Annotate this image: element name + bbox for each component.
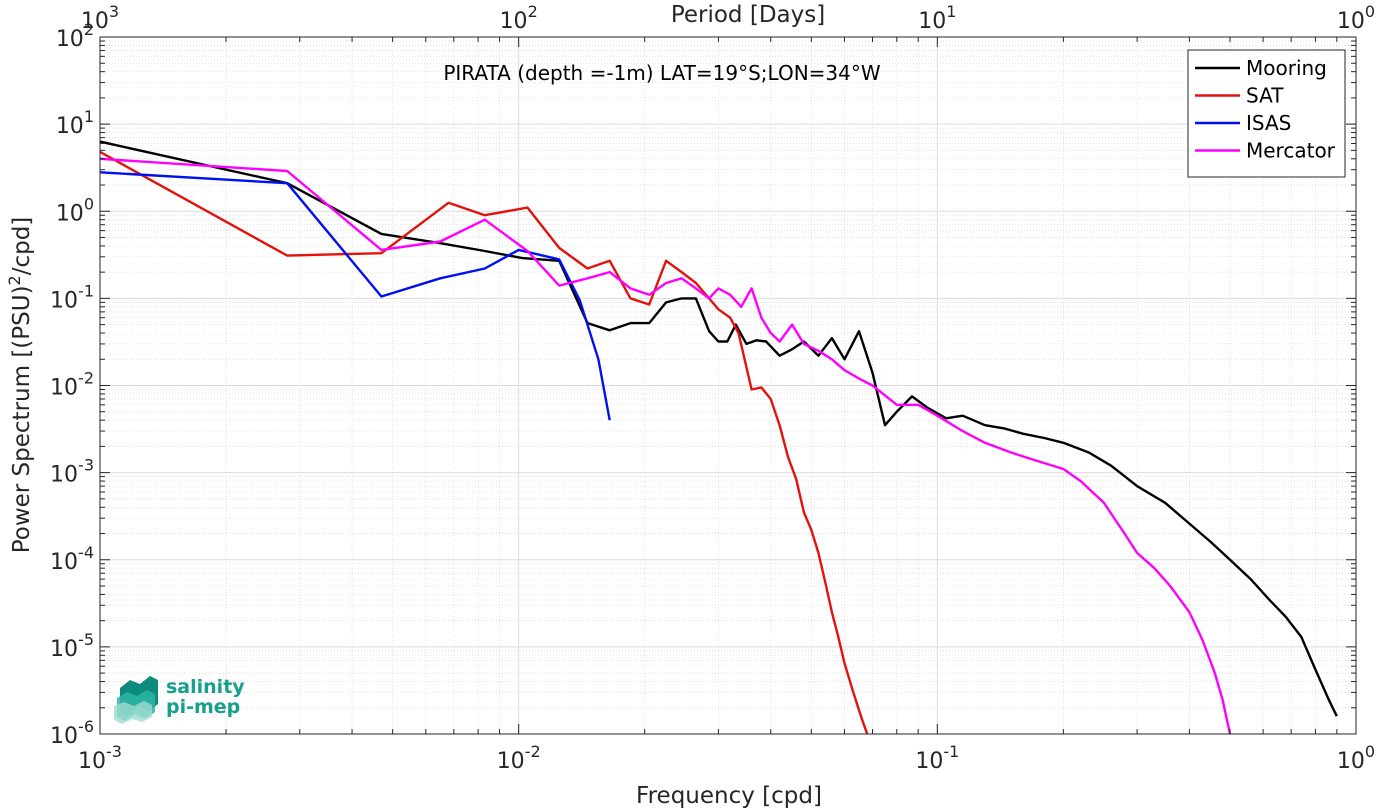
top-tick-label: 101: [918, 2, 956, 34]
legend: Mooring SAT ISAS Mercator: [1187, 49, 1346, 178]
salinity-pi-mep-logo: salinity pi-mep: [114, 676, 245, 724]
logo-mark-icon: [114, 676, 158, 724]
legend-label: SAT: [1246, 84, 1284, 108]
x-tick-label: 100: [1337, 742, 1375, 774]
top-tick-label: 100: [1337, 2, 1375, 34]
y-tick-label: 10-1: [50, 281, 94, 313]
chart-title: PIRATA (depth =-1m) LAT=19°S;LON=34°W: [443, 61, 881, 85]
legend-box: [1187, 49, 1346, 178]
series-line-mooring: [100, 140, 1338, 717]
y-axis-label: Power Spectrum [(PSU)2/cpd]: [5, 217, 35, 554]
top-tick-label: 102: [500, 2, 538, 34]
y-tick-label: 100: [56, 194, 94, 226]
legend-label: ISAS: [1246, 111, 1291, 135]
legend-label: Mooring: [1246, 56, 1327, 80]
y-tick-label: 10-6: [50, 717, 94, 749]
logo-text-salinity: salinity: [166, 676, 245, 698]
top-tick-label: 103: [81, 2, 119, 34]
x-tick-label: 10-3: [78, 742, 122, 774]
x-axis-label: Frequency [cpd]: [636, 783, 822, 809]
x-tick-label: 10-1: [915, 742, 959, 774]
series-line-isas: [100, 171, 611, 421]
top-axis-label: Period [Days]: [671, 2, 825, 28]
y-tick-label: 102: [56, 20, 94, 52]
series-line-sat: [100, 150, 869, 734]
y-tick-label: 101: [56, 107, 94, 139]
logo-text-pi-mep: pi-mep: [166, 696, 240, 718]
y-tick-label: 10-5: [50, 630, 94, 662]
series-line-mercator: [100, 157, 1232, 734]
ticks: [99, 36, 1357, 735]
series-layer: [100, 140, 1338, 734]
y-tick-label: 10-3: [50, 456, 94, 488]
y-tick-label: 10-2: [50, 369, 94, 401]
legend-label: Mercator: [1246, 139, 1336, 163]
y-tick-label: 10-4: [50, 543, 94, 575]
x-tick-label: 10-2: [497, 742, 541, 774]
